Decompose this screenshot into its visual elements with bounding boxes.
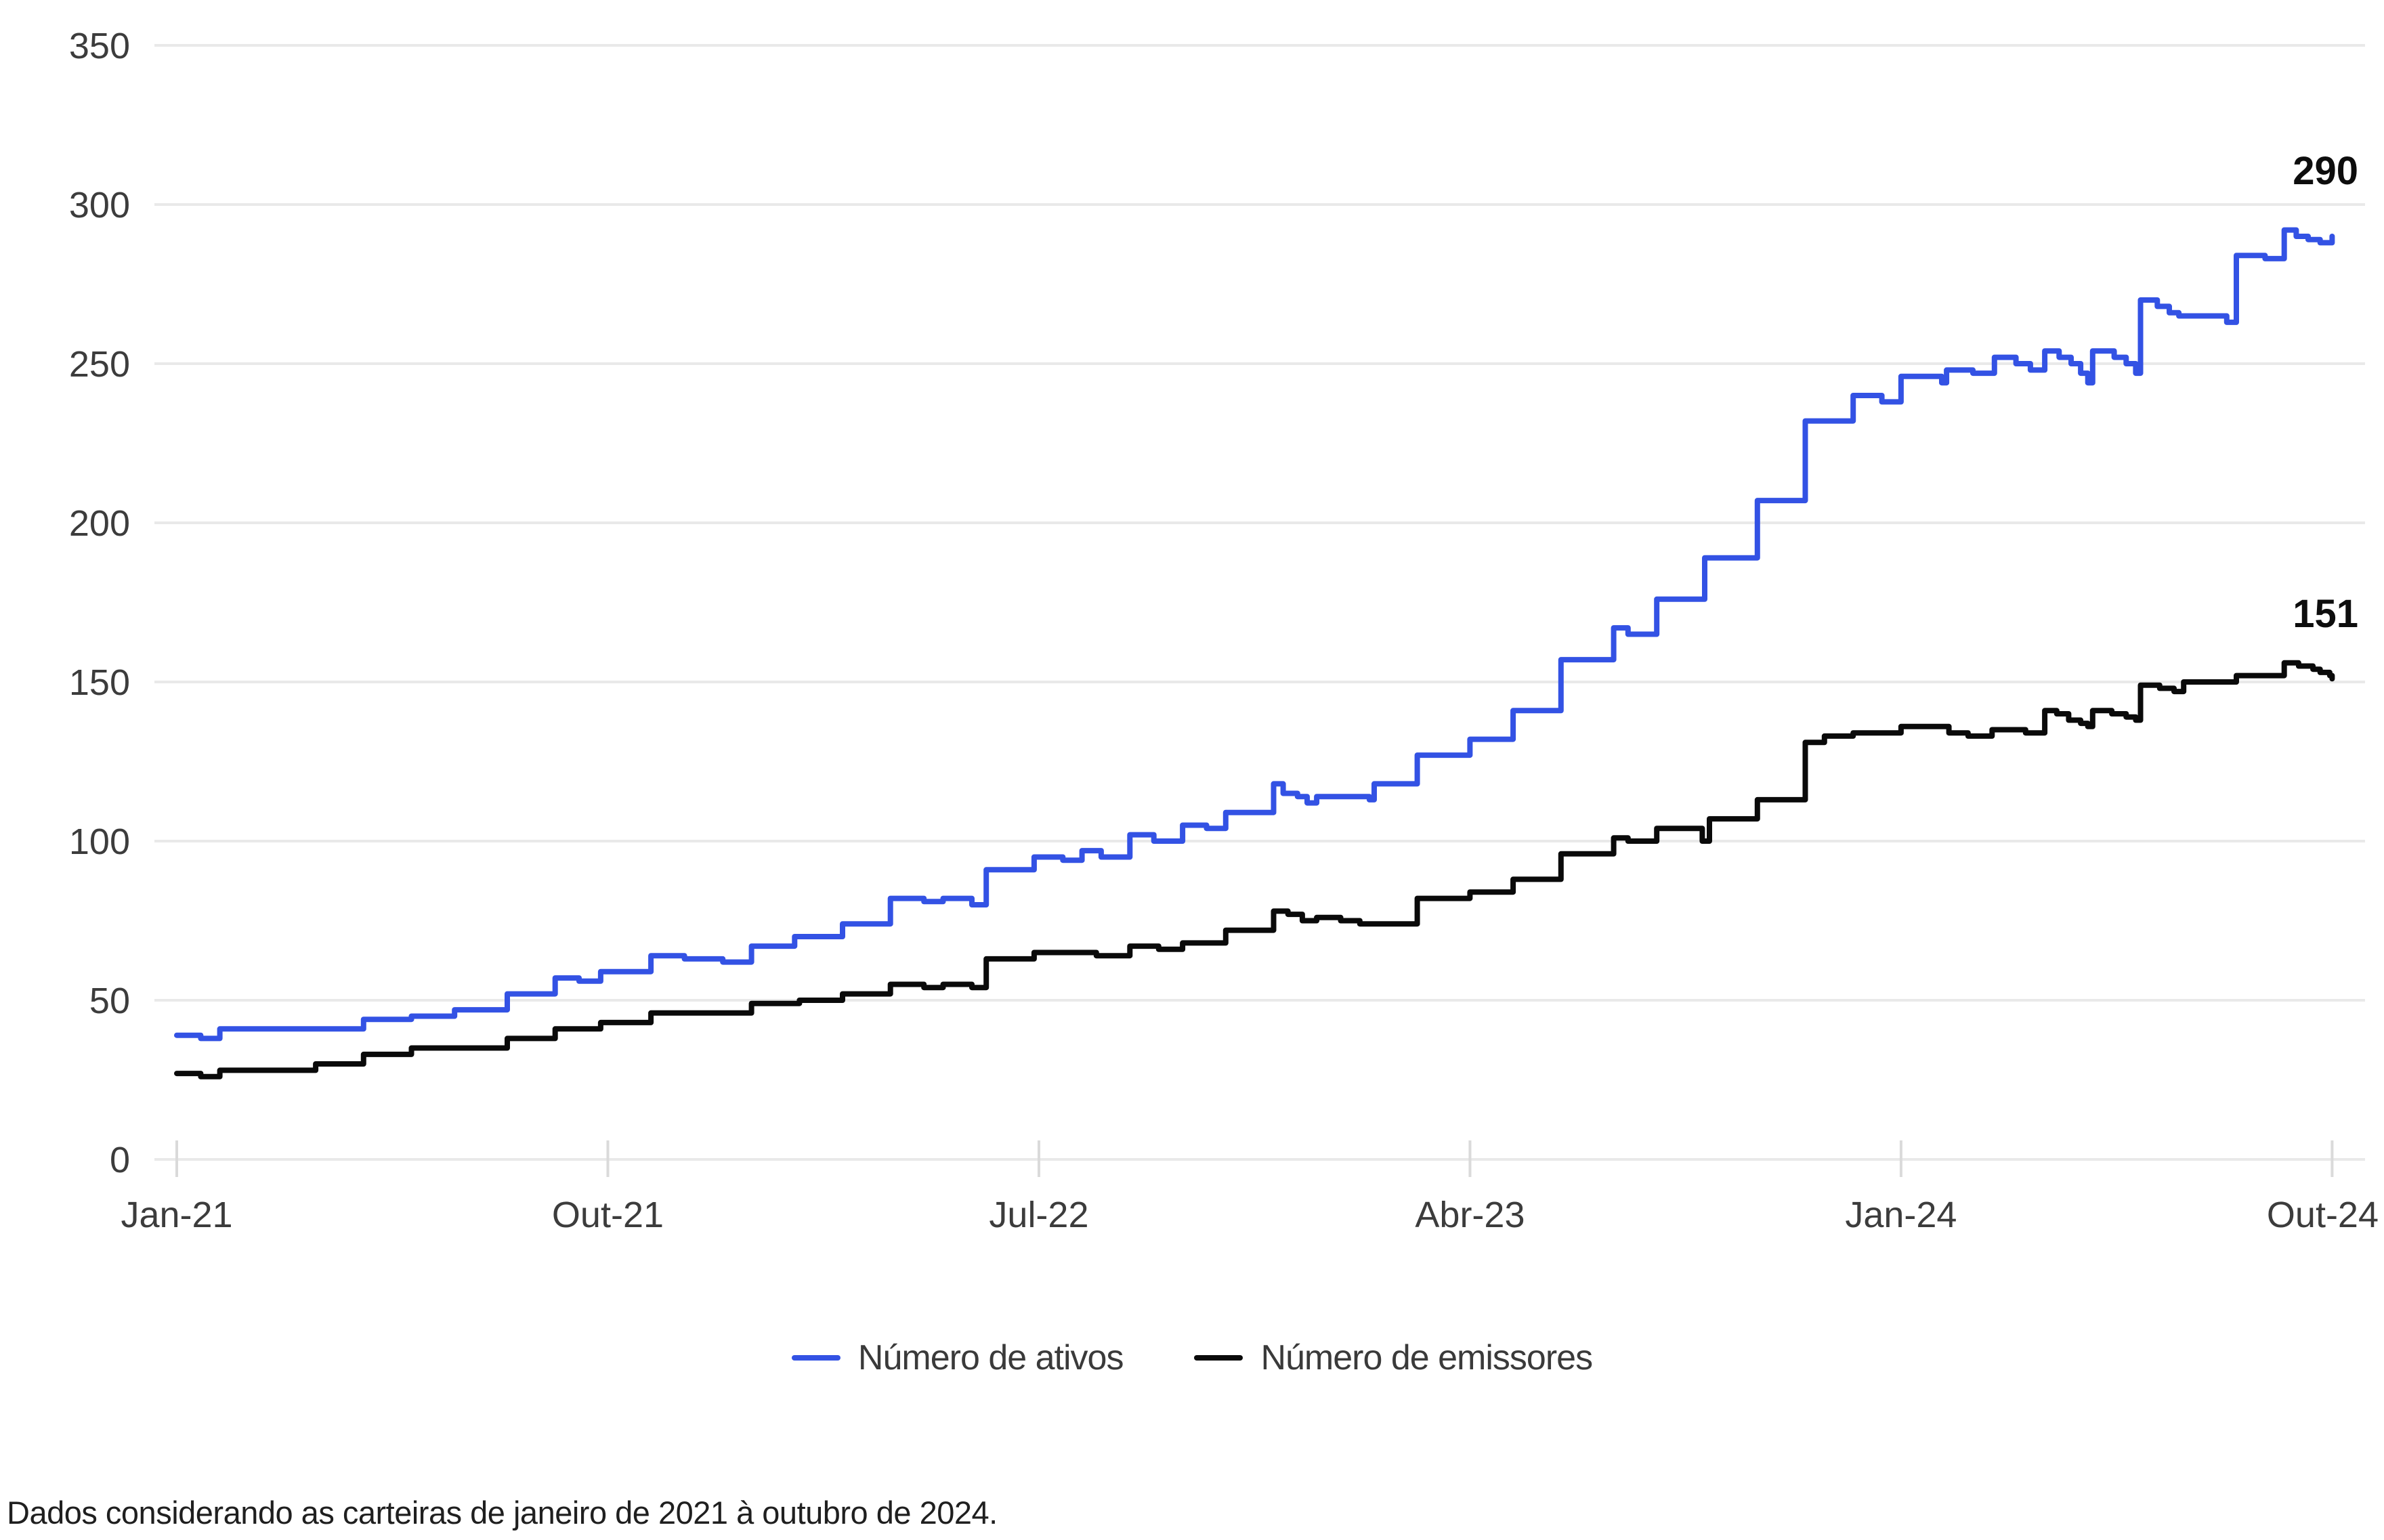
end-label-0: 290 [2293, 149, 2358, 193]
legend-label-emissores: Número de emissores [1260, 1338, 1593, 1377]
series-line-0 [174, 227, 2335, 1042]
legend-item-ativos: Número de ativos [791, 1338, 1124, 1378]
x-axis-label-Out-21: Out-21 [552, 1195, 664, 1235]
y-axis-label-150: 150 [69, 662, 130, 703]
legend-item-emissores: Número de emissores [1194, 1338, 1593, 1378]
series-line-1 [174, 660, 2335, 1079]
end-label-1: 151 [2293, 592, 2358, 636]
chart-svg: 0 50 100 150 200 250 300 350 Jan-21 Out-21 Jul-22 A… [69, 26, 2379, 1235]
x-axis-label-Out-24: Out-24 [2267, 1195, 2379, 1235]
legend-dash-ativos-icon [791, 1355, 840, 1361]
legend: Número de ativos Número de emissores [0, 1338, 2384, 1378]
y-axis-label-350: 350 [69, 26, 130, 66]
x-axis-label-Jan-21: Jan-21 [121, 1195, 232, 1235]
x-axis-label-Jul-22: Jul-22 [989, 1195, 1088, 1235]
legend-dash-emissores-icon [1194, 1355, 1243, 1361]
y-axis-label-50: 50 [89, 981, 130, 1021]
x-axis-label-Abr-23: Abr-23 [1415, 1195, 1525, 1235]
y-axis-label-200: 200 [69, 503, 130, 544]
y-axis-label-100: 100 [69, 821, 130, 862]
y-axis-label-250: 250 [69, 344, 130, 385]
y-axis-label-300: 300 [69, 185, 130, 226]
legend-label-ativos: Número de ativos [857, 1338, 1124, 1377]
y-axis-label-0: 0 [110, 1140, 130, 1180]
x-axis-label-Jan-24: Jan-24 [1845, 1195, 1957, 1235]
footnote: Dados considerando as carteiras de janei… [7, 1495, 998, 1531]
